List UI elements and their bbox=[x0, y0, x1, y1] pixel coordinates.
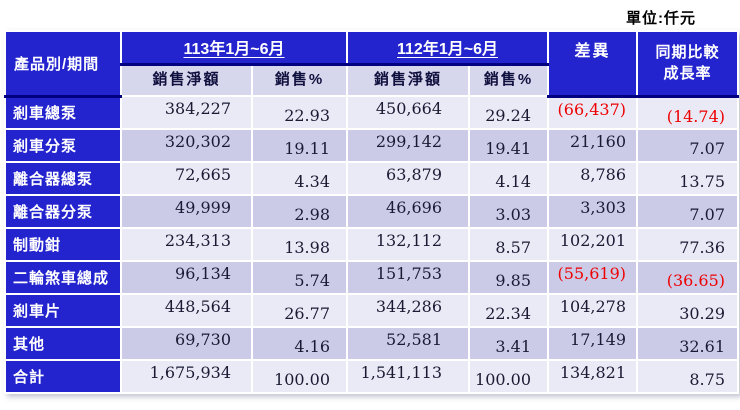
row-label: 合計 bbox=[4, 359, 122, 394]
sales-pct-112-cell: 100.00 bbox=[468, 359, 549, 394]
net-sales-112-cell: 450,664 bbox=[346, 95, 470, 130]
sales-pct-112-cell: 19.41 bbox=[468, 128, 549, 163]
difference-cell: (66,437) bbox=[547, 95, 638, 130]
sales-pct-header-112: 銷售% bbox=[468, 63, 549, 97]
net-sales-112-cell: 52,581 bbox=[346, 326, 470, 361]
row-label: 二輪煞車總成 bbox=[4, 260, 122, 295]
row-label: 剎車片 bbox=[4, 293, 122, 328]
table-row: 制動鉗 234,313 13.98 132,112 8.57 102,201 7… bbox=[4, 227, 739, 262]
difference-cell: 102,201 bbox=[547, 227, 638, 262]
net-sales-112-cell: 46,696 bbox=[346, 194, 470, 229]
net-sales-header-113: 銷售淨額 bbox=[120, 63, 253, 97]
sales-pct-112-cell: 9.85 bbox=[468, 260, 549, 295]
growth-rate-cell: 7.07 bbox=[636, 128, 739, 163]
net-sales-112-cell: 151,753 bbox=[346, 260, 470, 295]
corner-header: 產品別/期間 bbox=[4, 30, 122, 98]
difference-cell: (55,619) bbox=[547, 260, 638, 295]
growth-rate-cell: 32.61 bbox=[636, 326, 739, 361]
difference-cell: 134,821 bbox=[547, 359, 638, 394]
net-sales-113-cell: 72,665 bbox=[120, 161, 253, 196]
net-sales-113-cell: 1,675,934 bbox=[120, 359, 253, 394]
net-sales-112-cell: 299,142 bbox=[346, 128, 470, 163]
table-row: 剎車總泵 384,227 22.93 450,664 29.24 (66,437… bbox=[4, 95, 739, 130]
net-sales-113-cell: 448,564 bbox=[120, 293, 253, 328]
period-113-text: 113年1月~6月 bbox=[183, 41, 285, 59]
growth-rate-cell: 7.07 bbox=[636, 194, 739, 229]
growth-rate-cell: 77.36 bbox=[636, 227, 739, 262]
period-112-text: 112年1月~6月 bbox=[397, 41, 498, 59]
growth-rate-header: 同期比較 成長率 bbox=[636, 30, 739, 98]
sales-pct-112-cell: 29.24 bbox=[468, 95, 549, 130]
unit-label: 單位:仟元 bbox=[626, 10, 696, 27]
difference-cell: 21,160 bbox=[547, 128, 638, 163]
row-label: 其他 bbox=[4, 326, 122, 361]
sales-pct-113-cell: 5.74 bbox=[251, 260, 348, 295]
period-112-header: 112年1月~6月 bbox=[346, 30, 549, 66]
table-row: 其他 69,730 4.16 52,581 3.41 17,149 32.61 bbox=[4, 326, 739, 361]
sales-pct-113-cell: 13.98 bbox=[251, 227, 348, 262]
sales-pct-113-cell: 2.98 bbox=[251, 194, 348, 229]
net-sales-113-cell: 384,227 bbox=[120, 95, 253, 130]
row-label: 離合器分泵 bbox=[4, 194, 122, 229]
net-sales-header-112: 銷售淨額 bbox=[346, 63, 470, 97]
sales-pct-113-cell: 26.77 bbox=[251, 293, 348, 328]
growth-rate-cell: 8.75 bbox=[636, 359, 739, 394]
product-sales-table: 產品別/期間 113年1月~6月 112年1月~6月 差異 同期比較 成長率 銷… bbox=[4, 30, 739, 394]
sales-pct-112-cell: 3.03 bbox=[468, 194, 549, 229]
net-sales-113-cell: 96,134 bbox=[120, 260, 253, 295]
difference-header: 差異 bbox=[547, 30, 638, 98]
row-label: 制動鉗 bbox=[4, 227, 122, 262]
growth-header-line1: 同期比較 bbox=[655, 44, 720, 62]
sales-pct-113-cell: 4.34 bbox=[251, 161, 348, 196]
difference-cell: 17,149 bbox=[547, 326, 638, 361]
table-row: 二輪煞車總成 96,134 5.74 151,753 9.85 (55,619)… bbox=[4, 260, 739, 295]
table-row: 剎車分泵 320,302 19.11 299,142 19.41 21,160 … bbox=[4, 128, 739, 163]
growth-header-line2: 成長率 bbox=[663, 65, 712, 83]
row-label: 剎車分泵 bbox=[4, 128, 122, 163]
table-row: 剎車片 448,564 26.77 344,286 22.34 104,278 … bbox=[4, 293, 739, 328]
sales-pct-113-cell: 100.00 bbox=[251, 359, 348, 394]
row-label: 剎車總泵 bbox=[4, 95, 122, 130]
difference-cell: 8,786 bbox=[547, 161, 638, 196]
sales-pct-113-cell: 19.11 bbox=[251, 128, 348, 163]
sales-pct-112-cell: 3.41 bbox=[468, 326, 549, 361]
table-row-total: 合計 1,675,934 100.00 1,541,113 100.00 134… bbox=[4, 359, 739, 394]
growth-rate-cell: 13.75 bbox=[636, 161, 739, 196]
table-row: 離合器分泵 49,999 2.98 46,696 3.03 3,303 7.07 bbox=[4, 194, 739, 229]
period-header-row: 產品別/期間 113年1月~6月 112年1月~6月 差異 同期比較 成長率 bbox=[4, 30, 739, 98]
growth-rate-cell: 30.29 bbox=[636, 293, 739, 328]
net-sales-112-cell: 132,112 bbox=[346, 227, 470, 262]
difference-cell: 104,278 bbox=[547, 293, 638, 328]
sales-pct-112-cell: 22.34 bbox=[468, 293, 549, 328]
net-sales-112-cell: 1,541,113 bbox=[346, 359, 470, 394]
sales-pct-112-cell: 8.57 bbox=[468, 227, 549, 262]
sales-pct-header-113: 銷售% bbox=[251, 63, 348, 97]
growth-rate-cell: (14.74) bbox=[636, 95, 739, 130]
subheader-row: 銷售淨額 銷售% 銷售淨額 銷售% bbox=[5, 63, 738, 97]
growth-rate-cell: (36.65) bbox=[636, 260, 739, 295]
difference-cell: 3,303 bbox=[547, 194, 638, 229]
net-sales-112-cell: 344,286 bbox=[346, 293, 470, 328]
net-sales-113-cell: 320,302 bbox=[120, 128, 253, 163]
sales-pct-112-cell: 4.14 bbox=[468, 161, 549, 196]
net-sales-113-cell: 234,313 bbox=[120, 227, 253, 262]
period-113-header: 113年1月~6月 bbox=[120, 30, 348, 66]
row-label: 離合器總泵 bbox=[4, 161, 122, 196]
sales-pct-113-cell: 4.16 bbox=[251, 326, 348, 361]
net-sales-112-cell: 63,879 bbox=[346, 161, 470, 196]
table-row: 離合器總泵 72,665 4.34 63,879 4.14 8,786 13.7… bbox=[4, 161, 739, 196]
net-sales-113-cell: 69,730 bbox=[120, 326, 253, 361]
sales-pct-113-cell: 22.93 bbox=[251, 95, 348, 130]
net-sales-113-cell: 49,999 bbox=[120, 194, 253, 229]
